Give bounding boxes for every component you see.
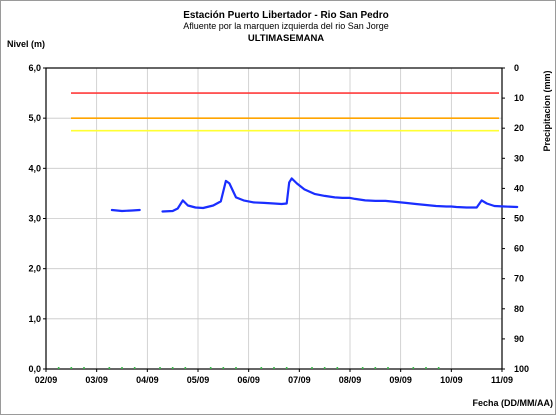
y-tick-label: 3,0 — [28, 214, 41, 224]
rain-marker — [70, 367, 73, 369]
rain-marker — [209, 367, 212, 369]
chart-subtitle: Afluente por la marquen izquierda del ri… — [183, 21, 389, 31]
y-tick-label: 6,0 — [28, 63, 41, 73]
level-series-line — [161, 177, 519, 213]
y2-tick-label: 60 — [514, 244, 524, 254]
y-tick-label: 0,0 — [28, 364, 41, 374]
x-tick-label: 07/09 — [288, 375, 311, 385]
chart-subtitle-2: ULTIMASEMANA — [248, 33, 324, 44]
rain-marker — [273, 367, 275, 369]
chart-title: Estación Puerto Libertador - Rio San Ped… — [183, 10, 389, 21]
level-series-line — [110, 208, 141, 213]
x-tick-label: 06/09 — [237, 375, 260, 385]
y2-axis-label: Precipitacion (mm) — [542, 70, 552, 151]
x-tick-label: 03/09 — [85, 375, 108, 385]
y2-tick-label: 80 — [514, 304, 524, 314]
rain-marker — [83, 367, 85, 369]
x-tick-label: 11/09 — [491, 375, 513, 385]
y-tick-label: 1,0 — [28, 314, 41, 324]
rain-marker — [323, 367, 326, 369]
rain-marker — [235, 367, 237, 369]
x-axis-label: Fecha (DD/MM/AA) — [473, 398, 554, 408]
y2-tick-label: 0 — [514, 63, 519, 73]
rain-marker — [361, 367, 364, 369]
rain-marker — [387, 367, 389, 369]
rain-marker — [159, 367, 161, 369]
y2-tick-label: 10 — [514, 93, 524, 103]
rain-marker — [336, 367, 339, 369]
y2-tick-label: 70 — [514, 274, 524, 284]
rain-marker — [121, 367, 123, 369]
rain-marker — [311, 367, 313, 369]
rain-marker — [374, 367, 377, 369]
rain-marker — [412, 367, 415, 369]
y2-tick-label: 50 — [514, 214, 524, 224]
y-tick-label: 5,0 — [28, 113, 41, 123]
y2-tick-label: 90 — [514, 334, 524, 344]
x-tick-label: 04/09 — [136, 375, 159, 385]
x-tick-label: 08/09 — [339, 375, 362, 385]
rain-marker — [108, 367, 111, 369]
x-tick-label: 05/09 — [187, 375, 210, 385]
rain-marker — [184, 367, 187, 369]
y-axis-label: Nivel (m) — [7, 39, 45, 49]
rain-marker — [437, 367, 440, 369]
rain-marker — [133, 367, 136, 369]
rain-marker — [285, 367, 288, 369]
x-tick-label: 10/09 — [440, 375, 463, 385]
plot-area: 0,0 1,0 2,0 3,0 4,0 5,0 6,0 0 10 20 30 40 50 60 70 80 90… — [28, 63, 529, 385]
y2-tick-label: 20 — [514, 123, 524, 133]
x-tick-label: 09/09 — [389, 375, 412, 385]
rain-marker — [222, 367, 225, 369]
y-tick-label: 4,0 — [28, 163, 41, 173]
x-tick-label: 02/09 — [35, 375, 58, 385]
y2-tick-label: 100 — [514, 364, 529, 374]
y2-tick-label: 40 — [514, 183, 524, 193]
rain-marker — [260, 367, 263, 369]
y2-tick-label: 30 — [514, 153, 524, 163]
rain-marker — [57, 367, 60, 369]
rain-marker — [425, 367, 427, 369]
rain-marker — [171, 367, 174, 369]
y-tick-label: 2,0 — [28, 264, 41, 274]
